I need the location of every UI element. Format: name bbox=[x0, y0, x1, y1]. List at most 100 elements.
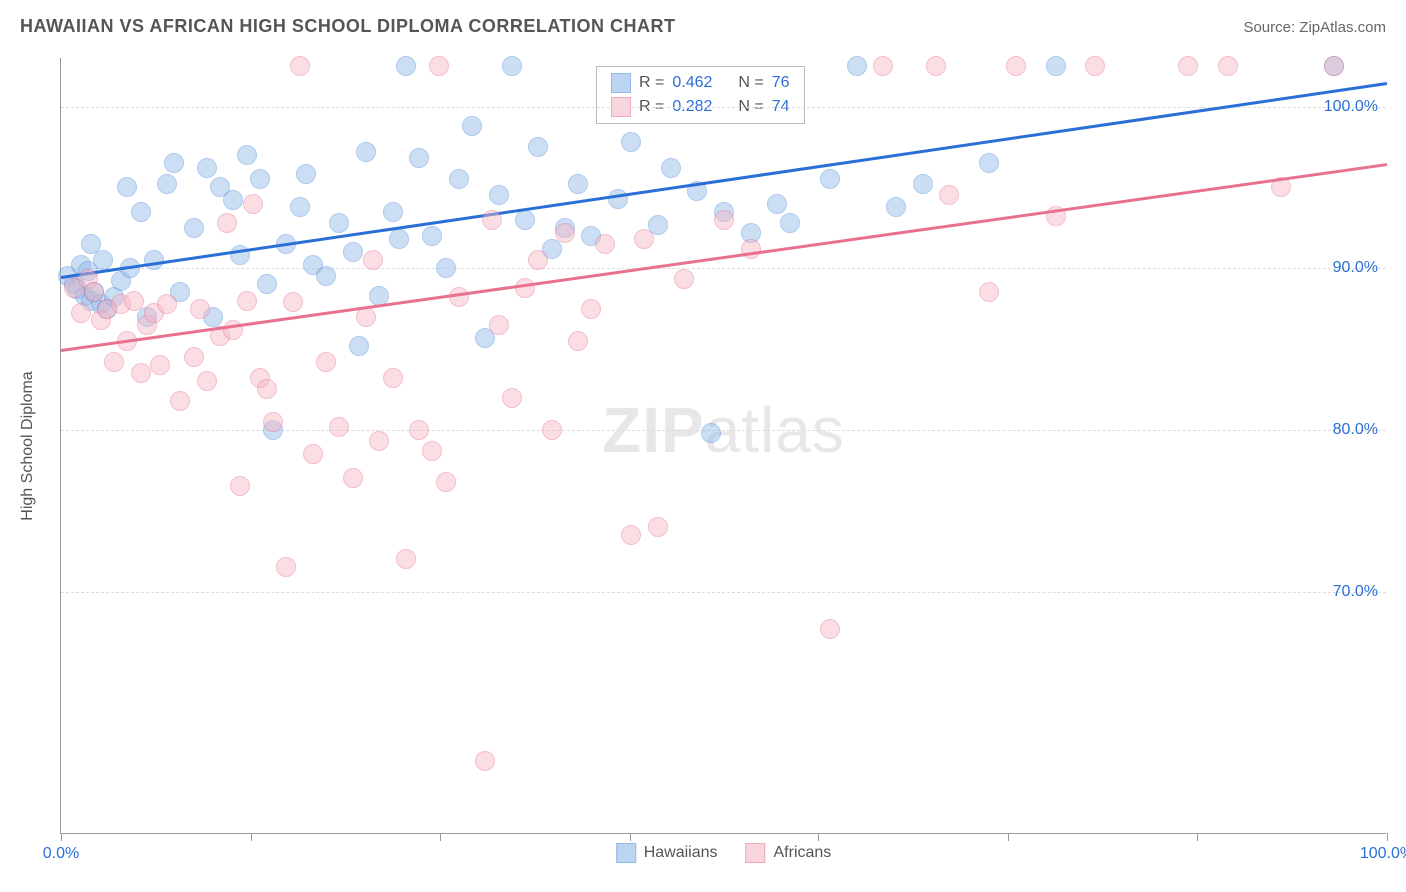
data-point bbox=[581, 299, 601, 319]
data-point bbox=[184, 218, 204, 238]
data-point bbox=[621, 132, 641, 152]
legend-n-value: 76 bbox=[772, 74, 790, 92]
y-axis-label: High School Diploma bbox=[19, 371, 37, 520]
data-point bbox=[164, 153, 184, 173]
data-point bbox=[701, 423, 721, 443]
data-point bbox=[383, 368, 403, 388]
data-point bbox=[475, 751, 495, 771]
data-point bbox=[71, 303, 91, 323]
x-tick bbox=[818, 833, 819, 841]
data-point bbox=[157, 174, 177, 194]
data-point bbox=[250, 169, 270, 189]
data-point bbox=[131, 202, 151, 222]
data-point bbox=[886, 197, 906, 217]
data-point bbox=[1085, 56, 1105, 76]
data-point bbox=[422, 226, 442, 246]
x-tick bbox=[1008, 833, 1009, 841]
data-point bbox=[316, 352, 336, 372]
data-point bbox=[237, 291, 257, 311]
data-point bbox=[290, 56, 310, 76]
data-point bbox=[661, 158, 681, 178]
data-point bbox=[343, 242, 363, 262]
data-point bbox=[979, 153, 999, 173]
data-point bbox=[296, 164, 316, 184]
legend-swatch bbox=[611, 73, 631, 93]
legend-row: R = 0.462 N = 76 bbox=[597, 71, 804, 95]
data-point bbox=[648, 517, 668, 537]
data-point bbox=[422, 441, 442, 461]
data-point bbox=[243, 194, 263, 214]
gridline bbox=[61, 268, 1386, 269]
scatter-plot-area: ZIPatlas R =0.462N =76R =0.282N =74 Hawa… bbox=[60, 58, 1386, 834]
data-point bbox=[1324, 56, 1344, 76]
data-point bbox=[157, 294, 177, 314]
data-point bbox=[847, 56, 867, 76]
data-point bbox=[767, 194, 787, 214]
data-point bbox=[515, 210, 535, 230]
data-point bbox=[170, 391, 190, 411]
data-point bbox=[217, 213, 237, 233]
data-point bbox=[429, 56, 449, 76]
data-point bbox=[117, 177, 137, 197]
data-point bbox=[104, 352, 124, 372]
data-point bbox=[926, 56, 946, 76]
series-name: Africans bbox=[774, 844, 832, 862]
data-point bbox=[595, 234, 615, 254]
x-tick bbox=[1387, 833, 1388, 841]
data-point bbox=[568, 331, 588, 351]
data-point bbox=[1046, 56, 1066, 76]
data-point bbox=[124, 291, 144, 311]
data-point bbox=[436, 258, 456, 278]
data-point bbox=[873, 56, 893, 76]
data-point bbox=[482, 210, 502, 230]
data-point bbox=[237, 145, 257, 165]
legend-r-label: R = bbox=[639, 74, 664, 92]
data-point bbox=[489, 315, 509, 335]
y-tick-label: 100.0% bbox=[1324, 98, 1378, 116]
data-point bbox=[489, 185, 509, 205]
data-point bbox=[462, 116, 482, 136]
data-point bbox=[820, 169, 840, 189]
series-legend-item: Africans bbox=[746, 843, 832, 863]
data-point bbox=[93, 250, 113, 270]
legend-n-label: N = bbox=[738, 74, 763, 92]
legend-swatch bbox=[616, 843, 636, 863]
data-point bbox=[290, 197, 310, 217]
y-tick-label: 70.0% bbox=[1333, 583, 1378, 601]
series-name: Hawaiians bbox=[644, 844, 718, 862]
legend-r-value: 0.462 bbox=[672, 74, 712, 92]
data-point bbox=[528, 250, 548, 270]
data-point bbox=[634, 229, 654, 249]
x-tick bbox=[1197, 833, 1198, 841]
data-point bbox=[820, 619, 840, 639]
data-point bbox=[257, 274, 277, 294]
data-point bbox=[409, 420, 429, 440]
data-point bbox=[502, 388, 522, 408]
data-point bbox=[230, 476, 250, 496]
chart-header: HAWAIIAN VS AFRICAN HIGH SCHOOL DIPLOMA … bbox=[20, 16, 1386, 37]
data-point bbox=[1006, 56, 1026, 76]
data-point bbox=[608, 189, 628, 209]
data-point bbox=[197, 371, 217, 391]
data-point bbox=[276, 557, 296, 577]
data-point bbox=[356, 142, 376, 162]
gridline bbox=[61, 592, 1386, 593]
chart-source: Source: ZipAtlas.com bbox=[1243, 19, 1386, 36]
data-point bbox=[329, 417, 349, 437]
data-point bbox=[184, 347, 204, 367]
data-point bbox=[449, 287, 469, 307]
data-point bbox=[714, 210, 734, 230]
data-point bbox=[197, 158, 217, 178]
data-point bbox=[528, 137, 548, 157]
data-point bbox=[389, 229, 409, 249]
data-point bbox=[621, 525, 641, 545]
x-tick bbox=[251, 833, 252, 841]
data-point bbox=[555, 223, 575, 243]
y-tick-label: 80.0% bbox=[1333, 421, 1378, 439]
data-point bbox=[396, 56, 416, 76]
data-point bbox=[190, 299, 210, 319]
x-tick-label: 0.0% bbox=[43, 845, 79, 863]
data-point bbox=[257, 379, 277, 399]
data-point bbox=[542, 420, 562, 440]
data-point bbox=[1218, 56, 1238, 76]
